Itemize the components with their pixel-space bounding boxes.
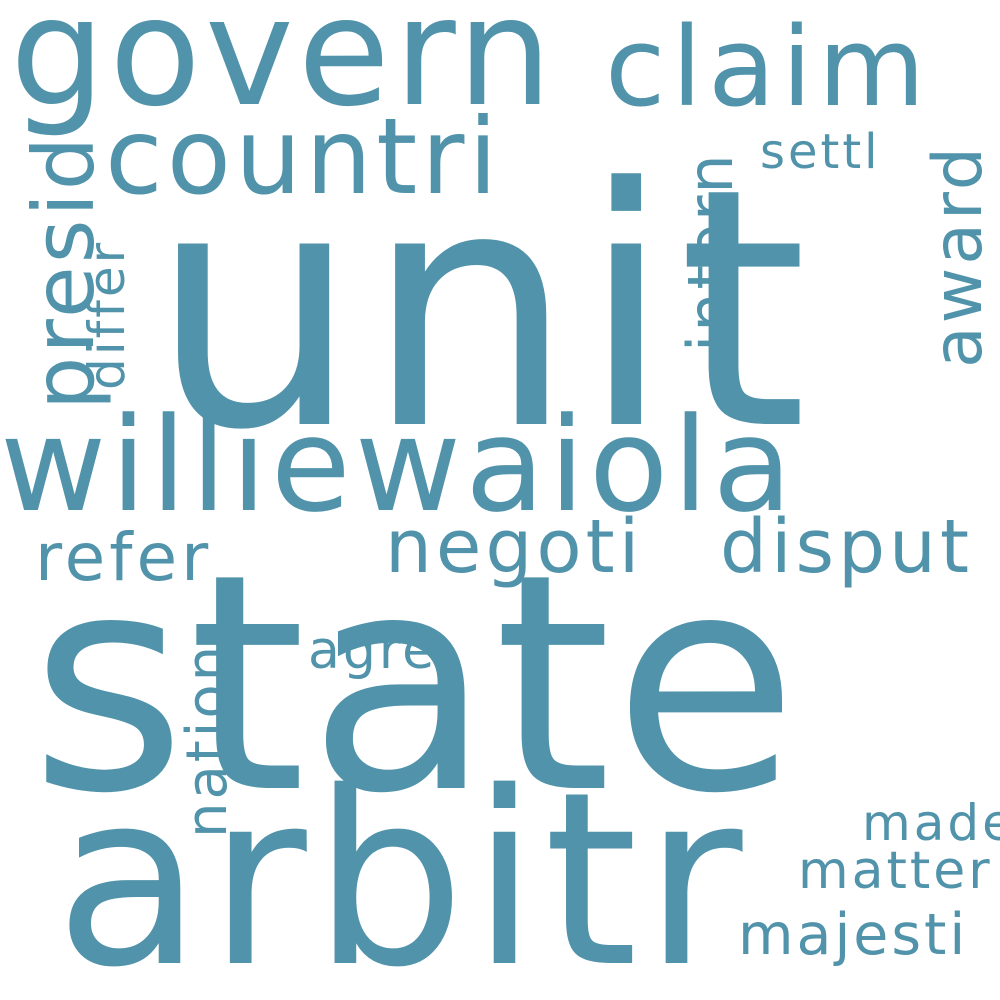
word-made: made <box>862 794 1000 852</box>
word-refer: refer <box>35 519 213 596</box>
word-intern: intern <box>674 151 747 352</box>
word-arbitr: arbitr <box>55 740 749 1000</box>
word-williewaiola: williewaiola <box>0 389 797 541</box>
word-agre: agre <box>308 621 438 681</box>
word-negoti: negoti <box>385 504 644 590</box>
word-differ: differ <box>78 239 136 390</box>
word-majesti: majesti <box>738 902 969 968</box>
word-matter: matter <box>798 841 993 901</box>
word-countri: countri <box>105 96 502 218</box>
word-state: state <box>30 510 800 859</box>
word-disput: disput <box>720 504 973 590</box>
word-nation: nation <box>175 642 240 838</box>
word-govern: govern <box>10 0 557 140</box>
word-award: award <box>919 144 998 368</box>
word-unit: unit <box>150 118 814 502</box>
word-claim: claim <box>605 3 932 131</box>
word-settl: settl <box>760 124 881 180</box>
